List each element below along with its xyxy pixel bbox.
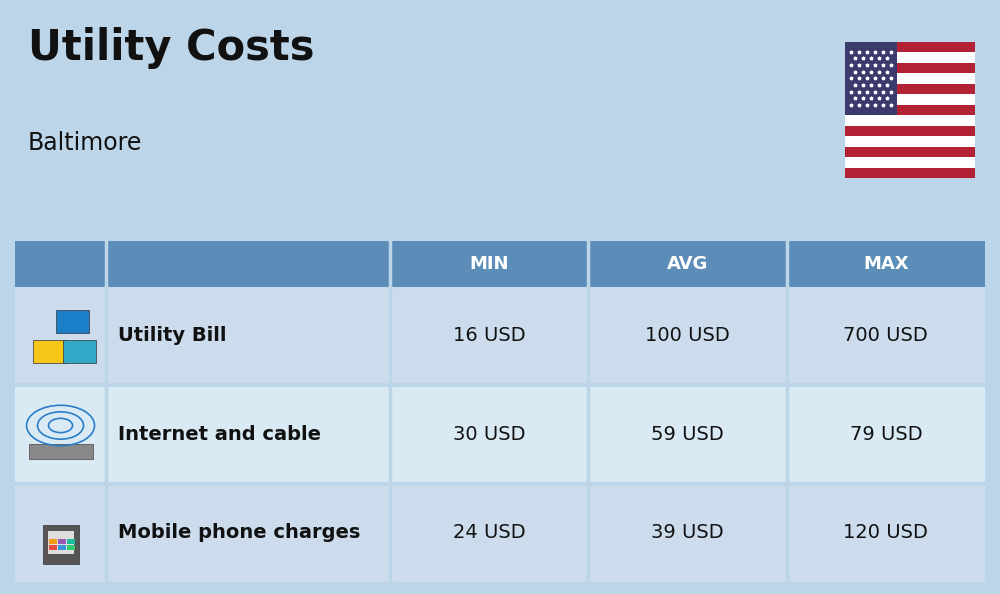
Bar xyxy=(106,287,390,385)
Text: MIN: MIN xyxy=(470,255,509,273)
Bar xyxy=(390,484,588,582)
Text: Baltimore: Baltimore xyxy=(28,131,142,154)
Bar xyxy=(845,157,975,168)
Bar xyxy=(56,311,89,333)
Text: 30 USD: 30 USD xyxy=(453,425,526,444)
Text: 16 USD: 16 USD xyxy=(453,327,526,346)
Text: 39 USD: 39 USD xyxy=(651,523,724,542)
Bar xyxy=(588,287,787,385)
Text: MAX: MAX xyxy=(863,255,909,273)
Text: Internet and cable: Internet and cable xyxy=(118,425,321,444)
Bar xyxy=(845,42,897,115)
Bar xyxy=(588,385,787,484)
Bar xyxy=(390,287,588,385)
Bar xyxy=(845,136,975,147)
Bar xyxy=(33,313,88,359)
Text: Utility Bill: Utility Bill xyxy=(118,327,227,346)
Bar xyxy=(58,539,66,544)
Bar xyxy=(43,525,79,564)
Bar xyxy=(15,385,106,484)
Bar xyxy=(845,42,975,178)
Bar xyxy=(787,484,985,582)
Bar xyxy=(63,340,96,363)
Text: 100 USD: 100 USD xyxy=(645,327,730,346)
Bar xyxy=(58,545,66,549)
Text: 79 USD: 79 USD xyxy=(850,425,922,444)
Bar xyxy=(787,241,985,287)
Bar xyxy=(390,385,588,484)
Text: 120 USD: 120 USD xyxy=(843,523,928,542)
Bar xyxy=(49,539,57,544)
Text: 59 USD: 59 USD xyxy=(651,425,724,444)
Bar xyxy=(390,241,588,287)
Text: Mobile phone charges: Mobile phone charges xyxy=(118,523,360,542)
Bar xyxy=(845,73,975,84)
Bar xyxy=(106,484,390,582)
Bar xyxy=(33,510,88,556)
Bar xyxy=(29,444,93,459)
Bar xyxy=(33,340,66,363)
Bar xyxy=(787,287,985,385)
Text: Utility Costs: Utility Costs xyxy=(28,27,314,69)
Bar xyxy=(49,545,57,549)
Bar xyxy=(67,539,75,544)
Bar xyxy=(15,241,106,287)
Bar xyxy=(67,545,75,549)
Text: AVG: AVG xyxy=(667,255,708,273)
Bar xyxy=(787,385,985,484)
Bar xyxy=(48,531,74,554)
Bar xyxy=(845,94,975,105)
Bar xyxy=(588,241,787,287)
Bar xyxy=(15,484,106,582)
Bar xyxy=(33,412,88,457)
Bar xyxy=(588,484,787,582)
Bar xyxy=(106,241,390,287)
Bar xyxy=(845,115,975,126)
Bar xyxy=(15,287,106,385)
Bar xyxy=(845,52,975,62)
Text: 24 USD: 24 USD xyxy=(453,523,526,542)
Bar xyxy=(106,385,390,484)
Text: 700 USD: 700 USD xyxy=(843,327,928,346)
